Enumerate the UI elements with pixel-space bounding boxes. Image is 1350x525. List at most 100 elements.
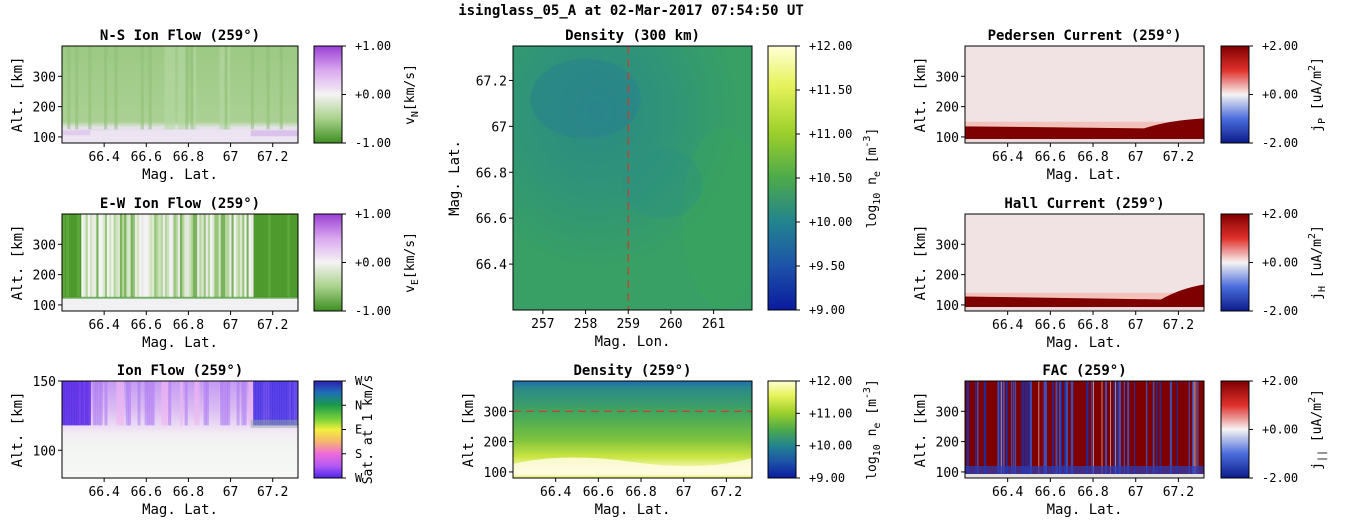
ns-colorbar-gradient [313, 45, 343, 144]
ped-colorbar-label-part: 2 [1307, 65, 1318, 71]
dalt-panel: Density (259°) 66.4 66.6 66.8 67 67.2 100 200 30… [461, 363, 883, 518]
ew-colorbar: +1.00 +0.00 -1.00 vE[km/s] [313, 207, 421, 318]
hall-ylabel: Alt. [km] [913, 225, 929, 301]
ns-colorbar: +1.00 +0.00 -1.00 vN[km/s] [313, 39, 421, 150]
ew-colorbar-tick-label: -1.00 [355, 304, 391, 318]
ped-xtick-label: 67 [1128, 150, 1144, 165]
fac-colorbar-label-part: [uA/m [1310, 403, 1325, 450]
ped-ytick-label: 300 [936, 70, 959, 85]
hall-xtick-label: 67 [1128, 318, 1144, 333]
ew-colorbar-label-part: E [410, 279, 421, 285]
dalt-ytick-label: 200 [484, 436, 507, 451]
ew-title: E-W Ion Flow (259°) [100, 196, 260, 212]
ns-xtick-label: 67 [223, 150, 239, 165]
ew-xtick-label: 66.6 [131, 318, 162, 333]
ns-ylabel: Alt. [km] [10, 57, 26, 133]
ped-colorbar: +2.00 +0.00 -2.00 jP [uA/m2] [1220, 39, 1328, 150]
if-xlabel: Mag. Lat. [142, 502, 218, 518]
if-title: Ion Flow (259°) [117, 363, 243, 379]
dmap-colorbar-tick-label: +11.50 [809, 83, 852, 97]
if-ylabel: Alt. [km] [10, 392, 26, 468]
dmap-ytick-label: 67.2 [476, 74, 507, 89]
hall-panel: Hall Current (259°) 66.4 66.6 66.8 67 67.2 100… [913, 196, 1328, 351]
dmap-colorbar-label-part: ] [865, 128, 880, 136]
hall-colorbar-tick-label: +0.00 [1262, 256, 1298, 270]
dalt-heatmap-image [513, 381, 752, 478]
hall-xtick-label: 66.8 [1077, 318, 1108, 333]
hall-axes-frame [964, 213, 1205, 312]
hall-xtick-label: 66.6 [1035, 318, 1066, 333]
fac-xtick-label: 66.8 [1077, 485, 1108, 500]
ped-colorbar-tick-label: -2.00 [1262, 136, 1298, 150]
ew-colorbar-label-part: [km/s] [403, 232, 418, 279]
dmap-axes-frame [512, 45, 753, 311]
fac-xtick-label: 66.4 [992, 485, 1023, 500]
ped-axes-frame [964, 45, 1205, 144]
ew-colorbar-tick-label: +1.00 [355, 207, 391, 221]
dmap-colorbar-label-part: -3 [862, 136, 873, 148]
hall-colorbar-tick-label: +2.00 [1262, 207, 1298, 221]
hall-colorbar-label-part: j [1310, 292, 1325, 300]
hall-colorbar-label: jH [uA/m2] [1307, 225, 1328, 300]
dalt-colorbar-label-part: -3 [862, 387, 873, 399]
if-colorbar-tick-label: E [355, 423, 362, 437]
fac-colorbar-tick-label: -2.00 [1262, 471, 1298, 485]
dalt-colorbar-tick-label: +9.00 [809, 471, 845, 485]
ew-xtick-label: 67.2 [257, 318, 288, 333]
ped-colorbar-tick-label: +0.00 [1262, 88, 1298, 102]
hall-colorbar-label-part: [uA/m [1310, 239, 1325, 286]
fac-colorbar-label: j|| [uA/m2] [1307, 389, 1328, 470]
fac-xlabel: Mag. Lat. [1047, 502, 1123, 518]
ns-xtick-label: 66.8 [173, 150, 204, 165]
dalt-colorbar-tick-label: +11.00 [809, 406, 852, 420]
dmap-panel: Density (300 km) 257 258 259 260 261 67.2 67 66.… [447, 28, 883, 350]
ew-ytick-label: 300 [33, 238, 56, 253]
dalt-colorbar-label: log10 ne [m-3] [862, 379, 883, 480]
dalt-colorbar-label-part: ] [865, 379, 880, 387]
dalt-colorbar-tick-label: +12.00 [809, 374, 852, 388]
dmap-colorbar-label-part: log [865, 205, 880, 228]
hall-xtick-label: 66.4 [992, 318, 1023, 333]
dmap-colorbar-tick-label: +12.00 [809, 39, 852, 53]
dmap-xtick-label: 261 [702, 317, 725, 332]
dalt-xlabel: Mag. Lat. [595, 502, 671, 518]
fac-heatmap-image [965, 381, 1204, 478]
if-colorbar-tick-label: W [355, 471, 363, 485]
dalt-colorbar-label-part: log [865, 456, 880, 479]
dmap-ytick-label: 67 [491, 120, 507, 135]
ew-colorbar-label-part: v [403, 285, 418, 293]
if-axes-frame [61, 380, 299, 479]
dalt-colorbar-label-part: 10 [872, 444, 883, 456]
dalt-xtick-label: 66.6 [583, 485, 614, 500]
ns-heatmap-image [62, 46, 298, 143]
dmap-colorbar-label-part: 10 [872, 193, 883, 205]
dmap-colorbar-label: log10 ne [m-3] [862, 128, 883, 229]
ped-xlabel: Mag. Lat. [1047, 167, 1123, 183]
ew-heatmap-image [62, 214, 298, 311]
ns-xtick-label: 67.2 [257, 150, 288, 165]
ns-colorbar-tick-label: -1.00 [355, 136, 391, 150]
ns-xtick-label: 66.6 [131, 150, 162, 165]
fac-title: FAC (259°) [1042, 363, 1126, 379]
dmap-heatmap-image [513, 46, 752, 310]
ns-xlabel: Mag. Lat. [142, 167, 218, 183]
fac-xtick-label: 66.6 [1035, 485, 1066, 500]
dmap-colorbar-label-part: [m [865, 147, 880, 171]
if-colorbar-tick-label: S [355, 447, 362, 461]
ns-colorbar-tick-label: +0.00 [355, 88, 391, 102]
fac-colorbar-label-part: ] [1310, 389, 1325, 397]
fac-colorbar-label-part: 2 [1307, 397, 1318, 403]
hall-colorbar-label-part: 2 [1307, 233, 1318, 239]
dmap-colorbar-label-part: e [872, 171, 883, 177]
ew-colorbar-tick-label: +0.00 [355, 256, 391, 270]
if-colorbar-label: Sat. at 1 km/s [361, 375, 376, 485]
dmap-colorbar-label-part: n [865, 177, 880, 193]
dalt-xtick-label: 66.4 [540, 485, 571, 500]
ped-xtick-label: 67.2 [1163, 150, 1194, 165]
if-colorbar-tick-label: N [355, 398, 362, 412]
dmap-xtick-label: 259 [616, 317, 639, 332]
hall-colorbar: +2.00 +0.00 -2.00 jH [uA/m2] [1220, 207, 1328, 318]
dalt-colorbar-label-part: e [872, 423, 883, 429]
dmap-colorbar-tick-label: +11.00 [809, 127, 852, 141]
